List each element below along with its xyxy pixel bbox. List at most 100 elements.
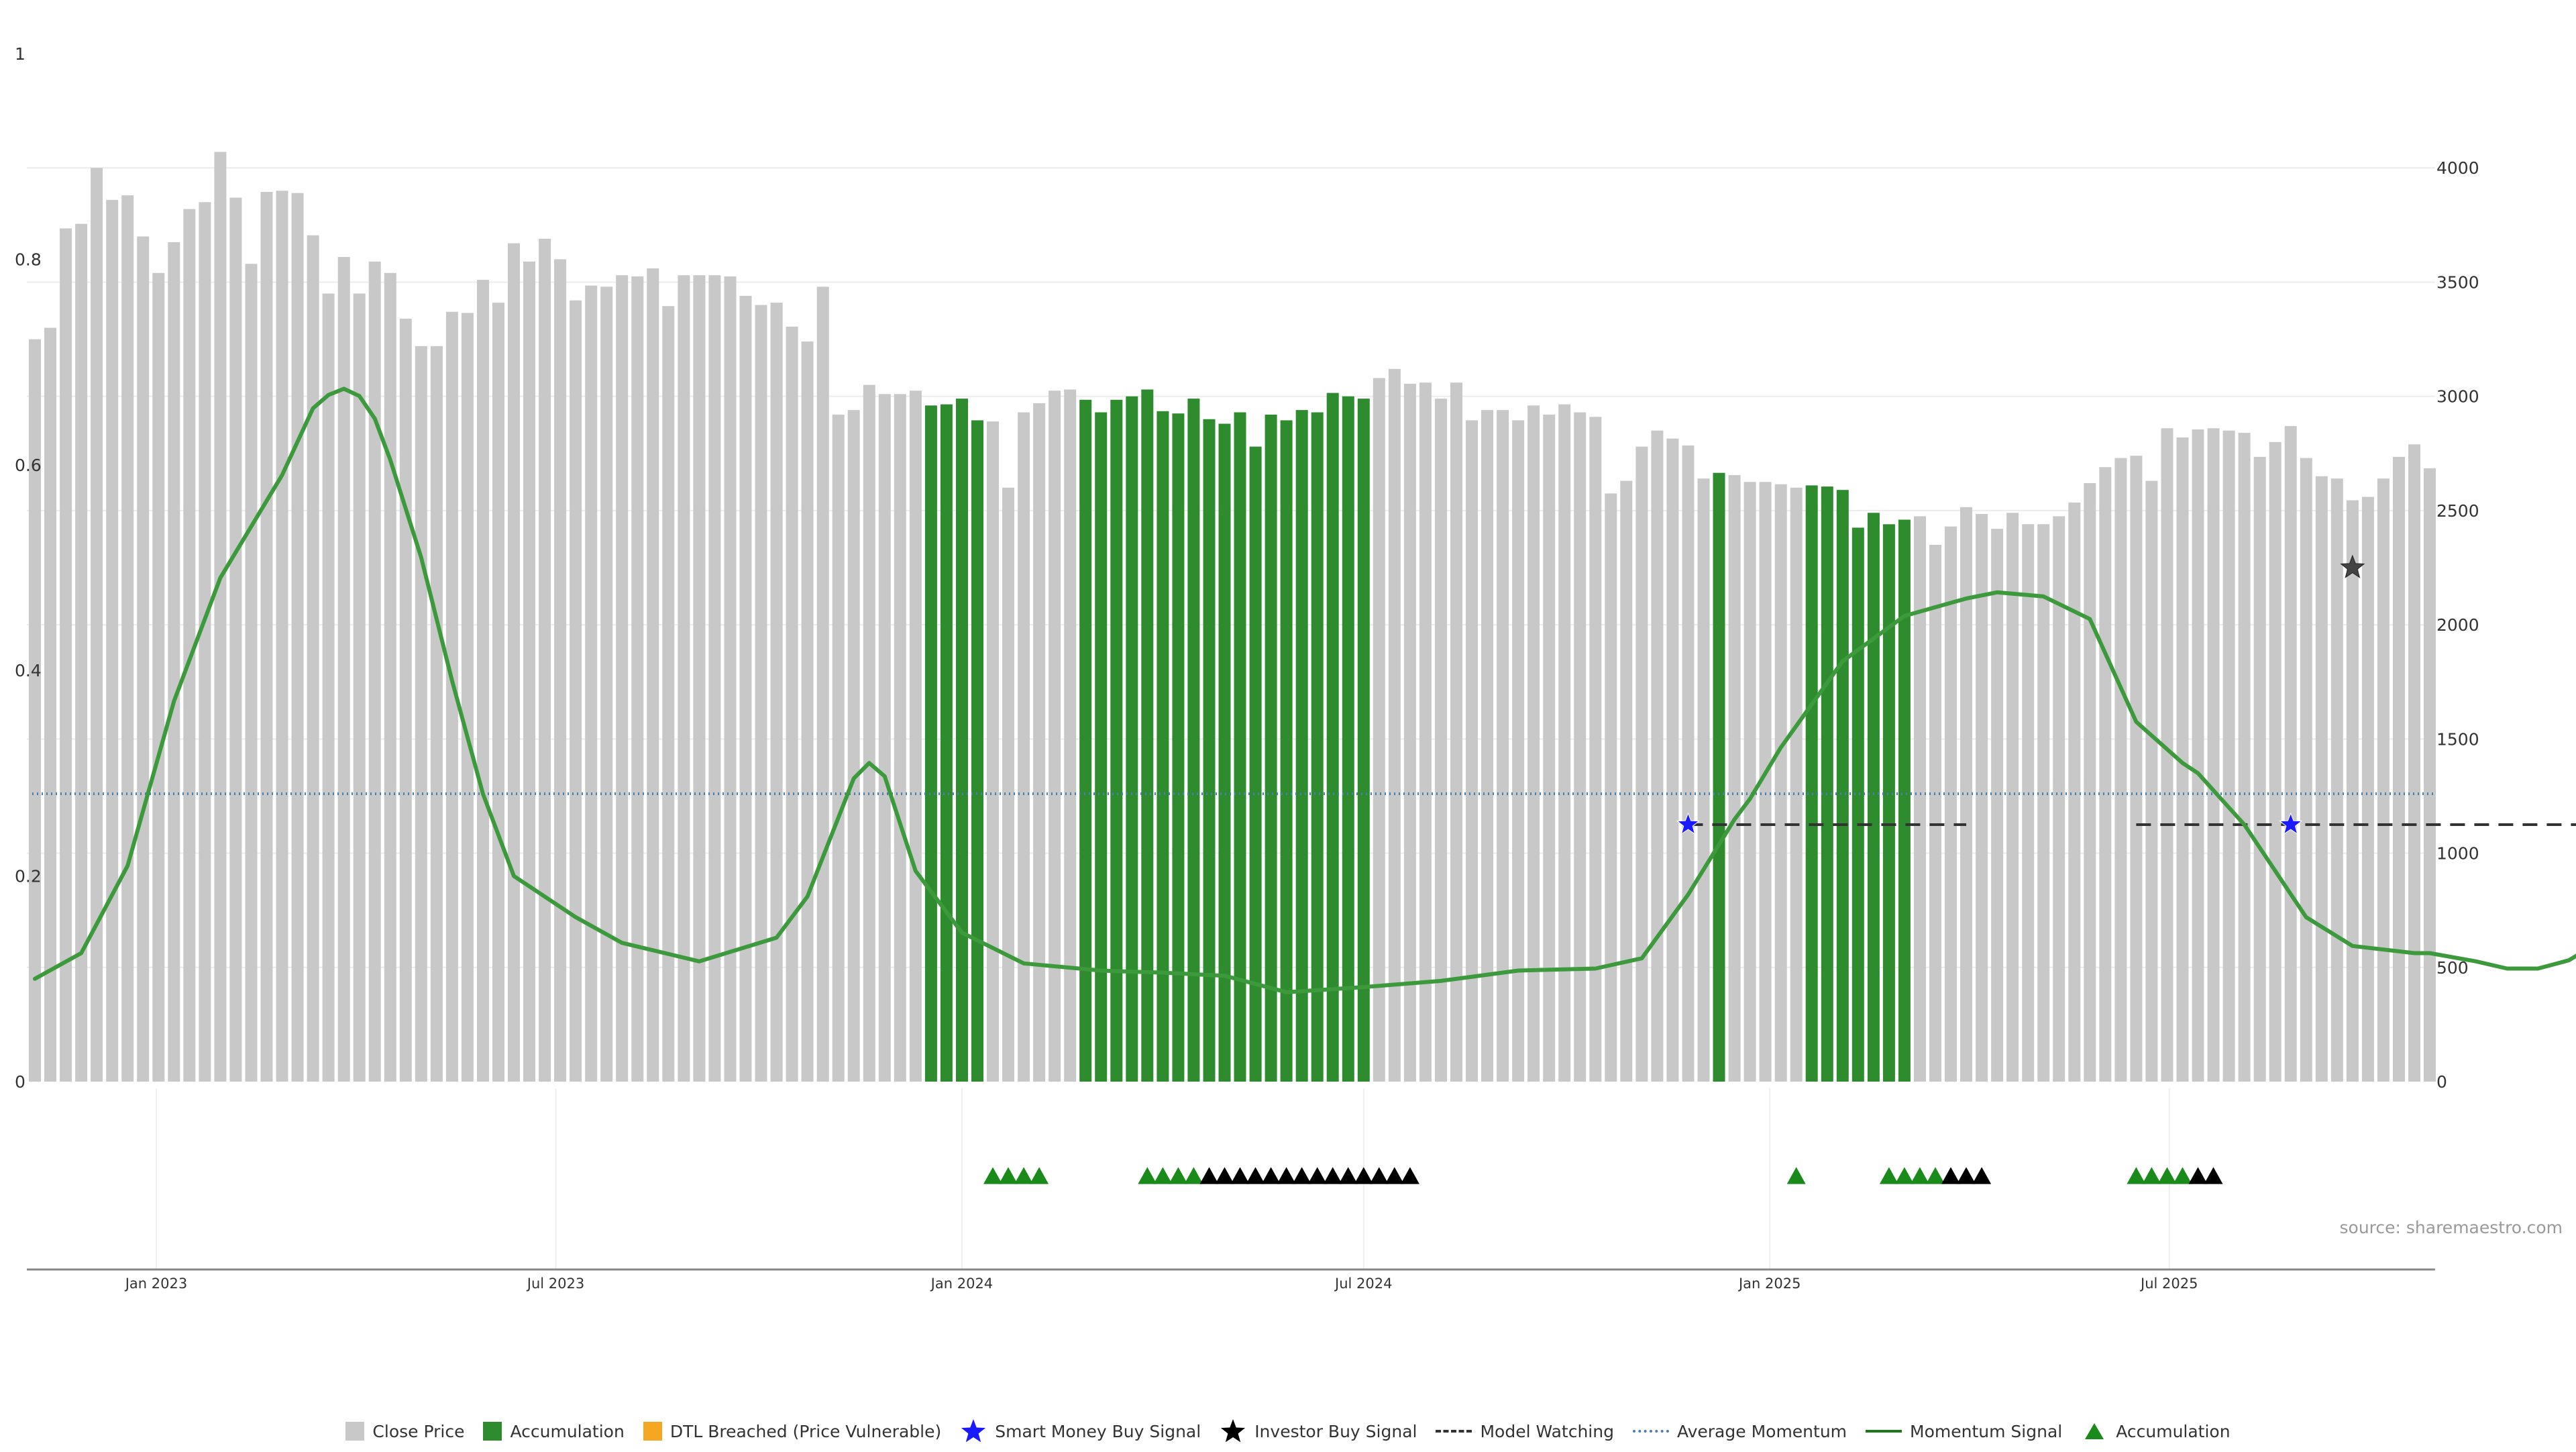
close-price-bar: [384, 272, 396, 1082]
close-price-bar: [2037, 524, 2050, 1082]
close-price-bar: [801, 342, 814, 1082]
close-price-bar: [847, 410, 860, 1082]
close-price-bar: [106, 199, 119, 1082]
close-price-bar: [554, 259, 567, 1082]
close-price-bar: [1574, 412, 1587, 1082]
close-price-bar: [739, 295, 752, 1082]
legend-label: Close Price: [372, 1421, 465, 1441]
accumulation-bar: [1326, 393, 1339, 1082]
close-price-bar: [693, 275, 706, 1082]
legend-label: DTL Breached (Price Vulnerable): [669, 1421, 942, 1441]
close-price-bar: [570, 300, 582, 1082]
accumulation-bar: [1882, 524, 1895, 1082]
close-price-bar: [121, 195, 134, 1082]
close-price-bar: [770, 303, 783, 1082]
left-tick-label: 0: [15, 1072, 25, 1092]
close-price-bar: [1929, 545, 1941, 1082]
right-tick-label: 2000: [2436, 615, 2479, 635]
accumulation-bar: [1851, 527, 1864, 1082]
legend-label: Average Momentum: [1676, 1421, 1847, 1441]
close-price-bar: [2084, 483, 2096, 1082]
close-price-bar: [2269, 442, 2282, 1082]
close-price-bar: [1697, 478, 1710, 1082]
close-price-bar: [322, 293, 335, 1082]
close-price-bar: [1388, 368, 1401, 1082]
close-price-bar: [430, 346, 443, 1082]
accumulation-bar: [924, 405, 937, 1082]
accumulation-bar: [1172, 413, 1185, 1082]
close-price-bar: [1960, 507, 1972, 1082]
accumulation-bar: [940, 404, 953, 1082]
close-price-bar: [1589, 417, 1602, 1082]
x-tick-label: Jan 2023: [124, 1276, 188, 1292]
close-price-bar: [662, 306, 675, 1082]
close-price-bar: [368, 261, 381, 1082]
accumulation-bar: [971, 420, 983, 1082]
close-price-bar: [461, 313, 474, 1082]
x-tick-label: Jul 2024: [1334, 1276, 1392, 1292]
close-price-bar: [2068, 503, 2081, 1082]
close-price-bar: [539, 238, 551, 1082]
close-price-bar: [523, 261, 535, 1082]
close-price-bar: [2161, 428, 2174, 1082]
accumulation-triangle-icon: [1261, 1167, 1281, 1184]
legend-icon-shape: [2085, 1423, 2104, 1439]
close-price-bar: [2315, 476, 2328, 1082]
accumulation-bar: [1187, 399, 1200, 1082]
accumulation-triangle-icon: [999, 1167, 1018, 1184]
right-tick-label: 4000: [2436, 158, 2479, 178]
close-price-bar: [1605, 493, 1617, 1082]
axes: Jan 2023 Jul 2023 Jan 2024 Jul 2024 Jan 2025…: [15, 44, 2479, 1292]
close-price-bar: [2222, 430, 2235, 1082]
accumulation-triangle-icon: [1957, 1167, 1976, 1184]
close-price-bar: [755, 305, 767, 1082]
accumulation-triangle-icon: [1338, 1167, 1358, 1184]
accumulation-bar: [1157, 411, 1169, 1082]
close-price-bar: [2099, 467, 2112, 1082]
legend-line-icon: [1866, 1430, 1902, 1433]
close-price-bar: [1914, 516, 1926, 1082]
close-price-bar: [44, 327, 56, 1082]
accumulation-bar: [1218, 423, 1231, 1082]
accumulation-triangle-icon: [1786, 1167, 1806, 1184]
close-price-bar: [816, 287, 829, 1082]
close-price-bar: [2300, 458, 2312, 1082]
close-price-bar: [276, 191, 288, 1082]
right-tick-label: 1500: [2436, 729, 2479, 749]
legend-star-icon: [961, 1419, 986, 1443]
close-price-bar: [2408, 444, 2420, 1082]
right-tick-label: 3500: [2436, 272, 2479, 292]
accumulation-triangle-icon: [1292, 1167, 1311, 1184]
close-price-bar: [863, 384, 875, 1082]
accumulation-bar: [1898, 519, 1911, 1082]
close-price-bar: [2253, 456, 2266, 1082]
accumulation-triangle-icon: [1277, 1167, 1296, 1184]
accumulation-triangle-icon: [1138, 1167, 1157, 1184]
close-price-bar: [708, 275, 721, 1082]
close-price-bar: [894, 394, 906, 1082]
legend-line-icon: [1632, 1430, 1669, 1433]
close-price-bar: [337, 257, 350, 1082]
accumulation-triangle-icon: [1184, 1167, 1203, 1184]
left-tick-label: 0.8: [15, 250, 42, 269]
right-tick-label: 0: [2436, 1072, 2447, 1092]
close-price-bar: [1466, 420, 1478, 1082]
signal-lines: [32, 386, 2576, 994]
close-price-bar: [1512, 420, 1525, 1082]
legend-label: Accumulation: [510, 1421, 625, 1441]
investor-star-icon: [2340, 554, 2365, 578]
accumulation-bar: [1126, 396, 1138, 1082]
source-label: source: sharemaestro.com: [2340, 1218, 2563, 1237]
accumulation-triangle-icon: [1926, 1167, 1945, 1184]
close-price-bar: [2176, 437, 2189, 1082]
accumulation-bar: [1265, 414, 1277, 1082]
smart-money-star-icon: [1676, 812, 1700, 835]
close-price-bar: [2053, 516, 2065, 1082]
close-price-bar: [183, 209, 196, 1082]
accumulation-bar: [1357, 399, 1370, 1082]
close-price-bar: [1728, 475, 1741, 1082]
close-price-bar: [1002, 487, 1014, 1082]
close-price-bar: [585, 285, 598, 1082]
close-price-bar: [260, 192, 273, 1082]
close-price-bar: [152, 272, 165, 1082]
